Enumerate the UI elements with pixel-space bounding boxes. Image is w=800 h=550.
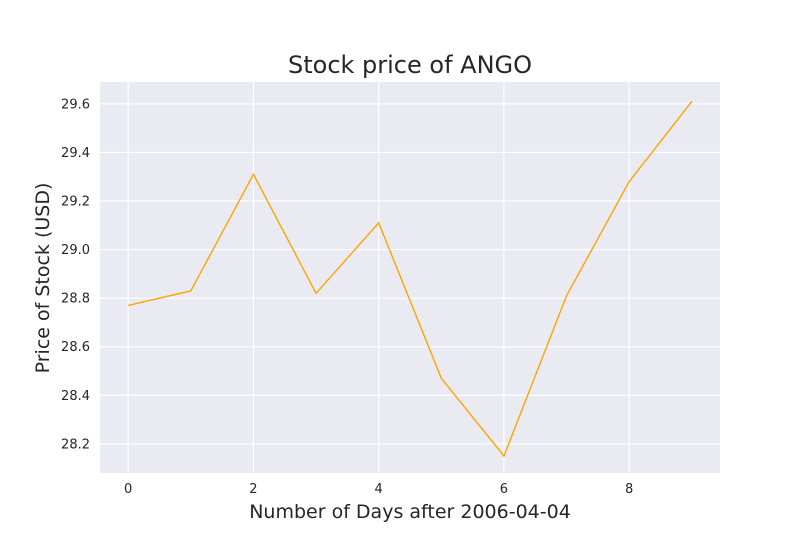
y-axis-label: Price of Stock (USD) (32, 183, 54, 374)
y-tick-label: 29.4 (61, 146, 90, 161)
y-tick-label: 28.4 (61, 389, 90, 404)
y-tick-label: 28.6 (61, 340, 90, 355)
y-tick-label: 29.6 (61, 97, 90, 112)
x-tick-labels: 0 2 4 6 8 (124, 482, 633, 497)
y-tick-label: 28.8 (61, 292, 90, 307)
y-tick-labels: 28.2 28.4 28.6 28.8 29.0 29.2 29.4 29.6 (61, 97, 90, 452)
x-tick-label: 2 (249, 482, 257, 497)
y-tick-label: 29.2 (61, 195, 90, 210)
series-line (128, 100, 693, 458)
x-axis-label: Number of Days after 2006-04-04 (249, 501, 571, 523)
x-tick-label: 0 (124, 482, 132, 497)
plot-area (100, 82, 720, 473)
x-tick-label: 4 (375, 482, 383, 497)
y-gridlines (100, 103, 720, 445)
chart-title: Stock price of ANGO (288, 51, 532, 79)
y-tick-label: 28.2 (61, 437, 90, 452)
y-tick-label: 29.0 (61, 243, 90, 258)
x-tick-label: 8 (625, 482, 633, 497)
x-gridlines (127, 82, 630, 473)
x-tick-label: 6 (500, 482, 508, 497)
series-layer (128, 100, 693, 458)
